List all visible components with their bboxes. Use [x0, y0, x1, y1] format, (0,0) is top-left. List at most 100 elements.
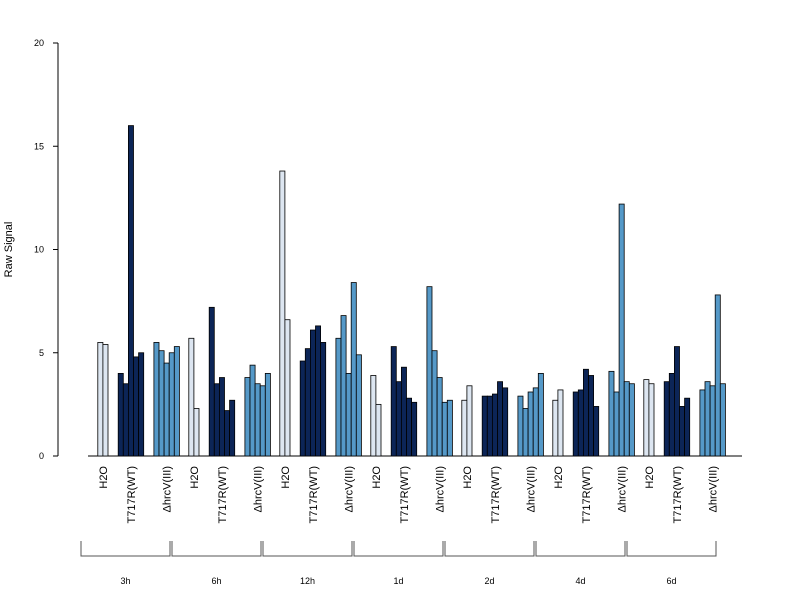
bar-3h-hrcV: [153, 342, 160, 457]
bar-6h-T717: [229, 399, 236, 457]
bar-1d-T717: [406, 397, 412, 457]
bar-6d-H2O: [643, 379, 650, 457]
treatment-label: ΔhrcV(III): [526, 466, 538, 512]
timepoint-bracket: [353, 541, 444, 557]
bar-12h-hrcV: [350, 282, 357, 457]
bar-2d-T717: [502, 387, 509, 457]
bar-1d-hrcV: [426, 286, 433, 457]
bar-12h-hrcV: [340, 315, 347, 457]
bar-6d-hrcV: [709, 385, 716, 457]
timepoint-label: 6d: [666, 576, 676, 586]
treatment-label: ΔhrcV(III): [162, 466, 174, 512]
bar-6d-T717: [674, 346, 680, 457]
bar-1d-hrcV: [436, 377, 443, 457]
bar-1d-H2O: [375, 403, 382, 457]
bar-2d-hrcV: [532, 387, 539, 457]
timepoint-label: 2d: [484, 576, 494, 586]
bar-12h-T717: [304, 348, 311, 457]
timepoint-brackets: 3h 6h 12h 1d 2d 4d 6d: [80, 541, 717, 586]
bar-6d-T717: [679, 406, 685, 457]
timepoint-bracket: [262, 541, 353, 557]
bar-3h-H2O: [97, 342, 104, 457]
bar-3h-T717: [117, 372, 124, 457]
treatment-label: T717R(WT): [308, 466, 320, 523]
bar-6d-H2O: [648, 383, 655, 457]
bar-6d-T717: [663, 381, 670, 457]
treatment-label: H2O: [189, 466, 201, 489]
bar-6d-T717: [684, 397, 691, 457]
bar-4d-H2O: [552, 399, 559, 457]
bar-4d-T717: [572, 391, 579, 457]
bar-12h-T717: [299, 360, 306, 457]
bar-2d-T717: [491, 393, 498, 457]
bar-2d-hrcV: [537, 372, 544, 457]
bar-3h-hrcV: [163, 362, 170, 457]
y-tick-label: 5: [39, 348, 44, 358]
treatment-label: H2O: [371, 466, 383, 489]
bar-4d-hrcV: [618, 203, 625, 457]
bar-12h-T717: [315, 325, 321, 457]
y-axis-title: Raw Signal: [3, 222, 15, 278]
timepoint-bracket: [626, 541, 717, 557]
bar-6d-T717: [668, 372, 675, 457]
timepoint-bracket: [444, 541, 535, 557]
treatment-label: H2O: [553, 466, 565, 489]
bar-2d-T717: [481, 395, 488, 457]
bar-2d-H2O: [461, 399, 468, 457]
bar-4d-hrcV: [608, 370, 615, 457]
bar-4d-hrcV: [613, 391, 620, 457]
bar-6d-hrcV: [704, 381, 711, 457]
y-tick-label: 15: [34, 141, 44, 151]
timepoint-label: 4d: [575, 576, 585, 586]
bar-2d-hrcV: [522, 408, 529, 457]
bar-1d-hrcV: [446, 399, 453, 457]
timepoint-label: 6h: [211, 576, 221, 586]
bar-6h-T717: [213, 383, 220, 457]
timepoint-bracket: [80, 541, 171, 557]
treatment-label: T717R(WT): [490, 466, 502, 523]
bar-12h-hrcV: [345, 372, 352, 457]
bar-4d-T717: [588, 375, 594, 457]
treatment-label: H2O: [462, 466, 474, 489]
timepoint-bracket: [535, 541, 626, 557]
bar-6h-hrcV: [264, 372, 271, 457]
treatment-label: ΔhrcV(III): [435, 466, 447, 512]
bar-2d-T717: [497, 381, 503, 457]
bar-1d-T717: [411, 401, 418, 457]
bar-12h-T717: [309, 329, 316, 457]
bar-4d-T717: [577, 389, 584, 457]
bar-3h-hrcV: [173, 346, 180, 457]
bar-3h-T717: [127, 125, 134, 457]
bar-3h-T717: [122, 383, 129, 457]
treatment-label: T717R(WT): [581, 466, 593, 523]
bar-4d-H2O: [557, 389, 564, 457]
bars-layer: [97, 125, 726, 457]
treatment-label: ΔhrcV(III): [253, 466, 265, 512]
bar-12h-hrcV: [355, 354, 362, 457]
bar-6d-hrcV: [714, 294, 721, 457]
bar-1d-H2O: [370, 375, 377, 457]
bar-4d-hrcV: [628, 383, 635, 457]
bar-4d-hrcV: [623, 381, 630, 457]
bar-3h-hrcV: [168, 352, 175, 457]
bar-2d-hrcV: [527, 391, 534, 457]
bar-6h-H2O: [188, 337, 195, 457]
bar-6h-T717: [208, 306, 215, 457]
timepoint-label: 1d: [393, 576, 403, 586]
bar-6h-T717: [224, 410, 230, 457]
bar-1d-T717: [395, 381, 402, 457]
bar-6h-hrcV: [259, 385, 266, 457]
bar-6h-H2O: [193, 408, 200, 457]
bar-6h-hrcV: [249, 364, 256, 457]
bar-4d-T717: [583, 368, 589, 457]
y-axis: 0 5 10 15 20: [34, 38, 59, 461]
y-tick-label: 0: [39, 451, 44, 461]
bar-6h-T717: [218, 377, 225, 457]
bar-6h-hrcV: [244, 377, 251, 457]
bar-2d-hrcV: [517, 395, 524, 457]
bar-12h-hrcV: [335, 337, 342, 457]
bar-2d-H2O: [466, 385, 473, 457]
y-tick-label: 20: [34, 38, 44, 48]
bar-6h-hrcV: [254, 383, 261, 457]
